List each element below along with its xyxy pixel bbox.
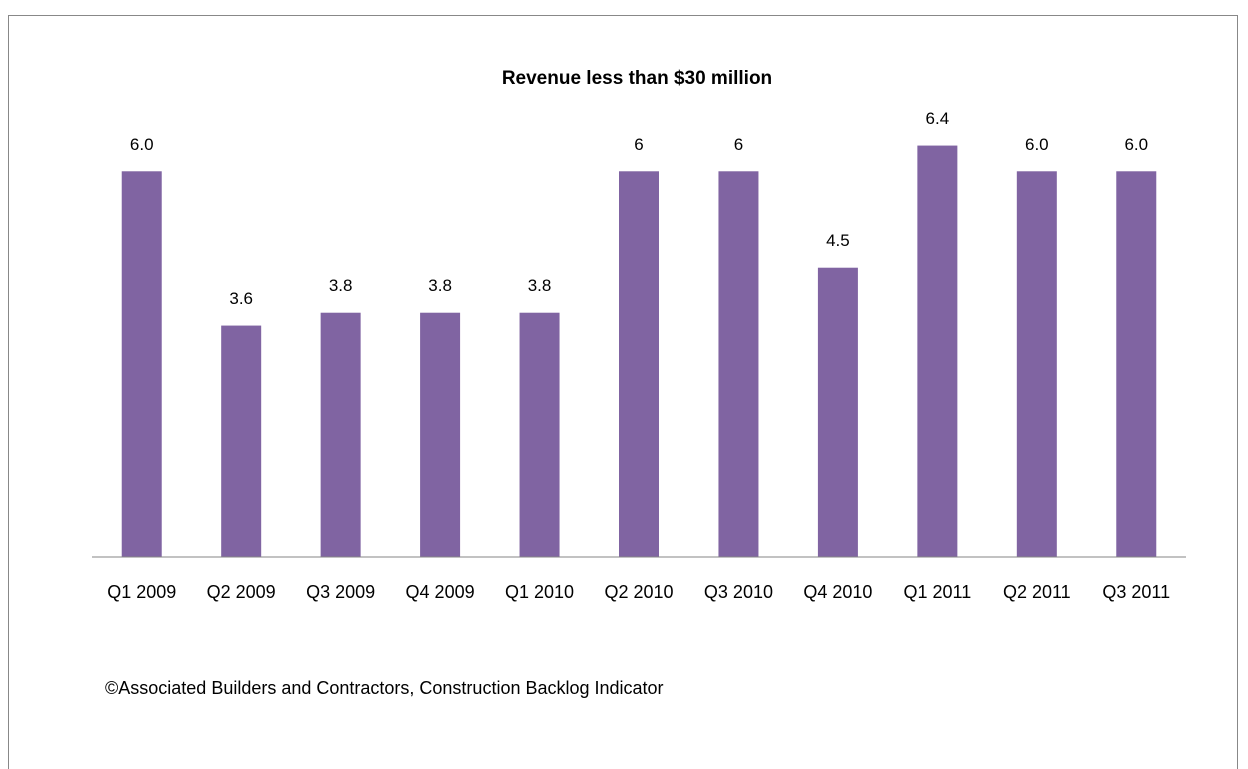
data-label: 3.8	[329, 276, 353, 295]
bar	[917, 145, 958, 558]
bar	[619, 171, 659, 558]
data-label: 6	[634, 135, 643, 154]
data-label: 3.6	[229, 289, 253, 308]
data-label: 6.4	[926, 109, 950, 128]
bar	[121, 171, 162, 558]
data-label: 6.0	[130, 135, 154, 154]
source-note: ©Associated Builders and Contractors, Co…	[105, 678, 664, 698]
x-tick-label: Q2 2011	[1003, 582, 1071, 602]
bar	[221, 325, 262, 557]
x-tick-label: Q4 2010	[803, 582, 872, 602]
data-label: 6.0	[1124, 135, 1148, 154]
data-label: 6.0	[1025, 135, 1049, 154]
bar	[1016, 171, 1057, 558]
x-tick-label: Q3 2009	[306, 582, 375, 602]
bar	[817, 267, 858, 557]
bar	[519, 312, 560, 557]
data-label: 4.5	[826, 231, 850, 250]
bar	[320, 312, 361, 557]
x-tick-label: Q1 2009	[107, 582, 176, 602]
x-tick-label: Q3 2010	[704, 582, 773, 602]
x-tick-label: Q1 2011	[903, 582, 971, 602]
chart-title: Revenue less than $30 million	[502, 68, 772, 89]
x-tick-label: Q3 2011	[1102, 582, 1170, 602]
data-label: 3.8	[428, 276, 452, 295]
data-label: 3.8	[528, 276, 552, 295]
bar	[420, 312, 461, 557]
x-tick-label: Q4 2009	[406, 582, 475, 602]
data-label: 6	[734, 135, 743, 154]
x-tick-label: Q2 2009	[207, 582, 276, 602]
bar	[1116, 171, 1157, 558]
x-tick-label: Q1 2010	[505, 582, 574, 602]
bar	[718, 171, 759, 558]
x-tick-label: Q2 2010	[604, 582, 673, 602]
